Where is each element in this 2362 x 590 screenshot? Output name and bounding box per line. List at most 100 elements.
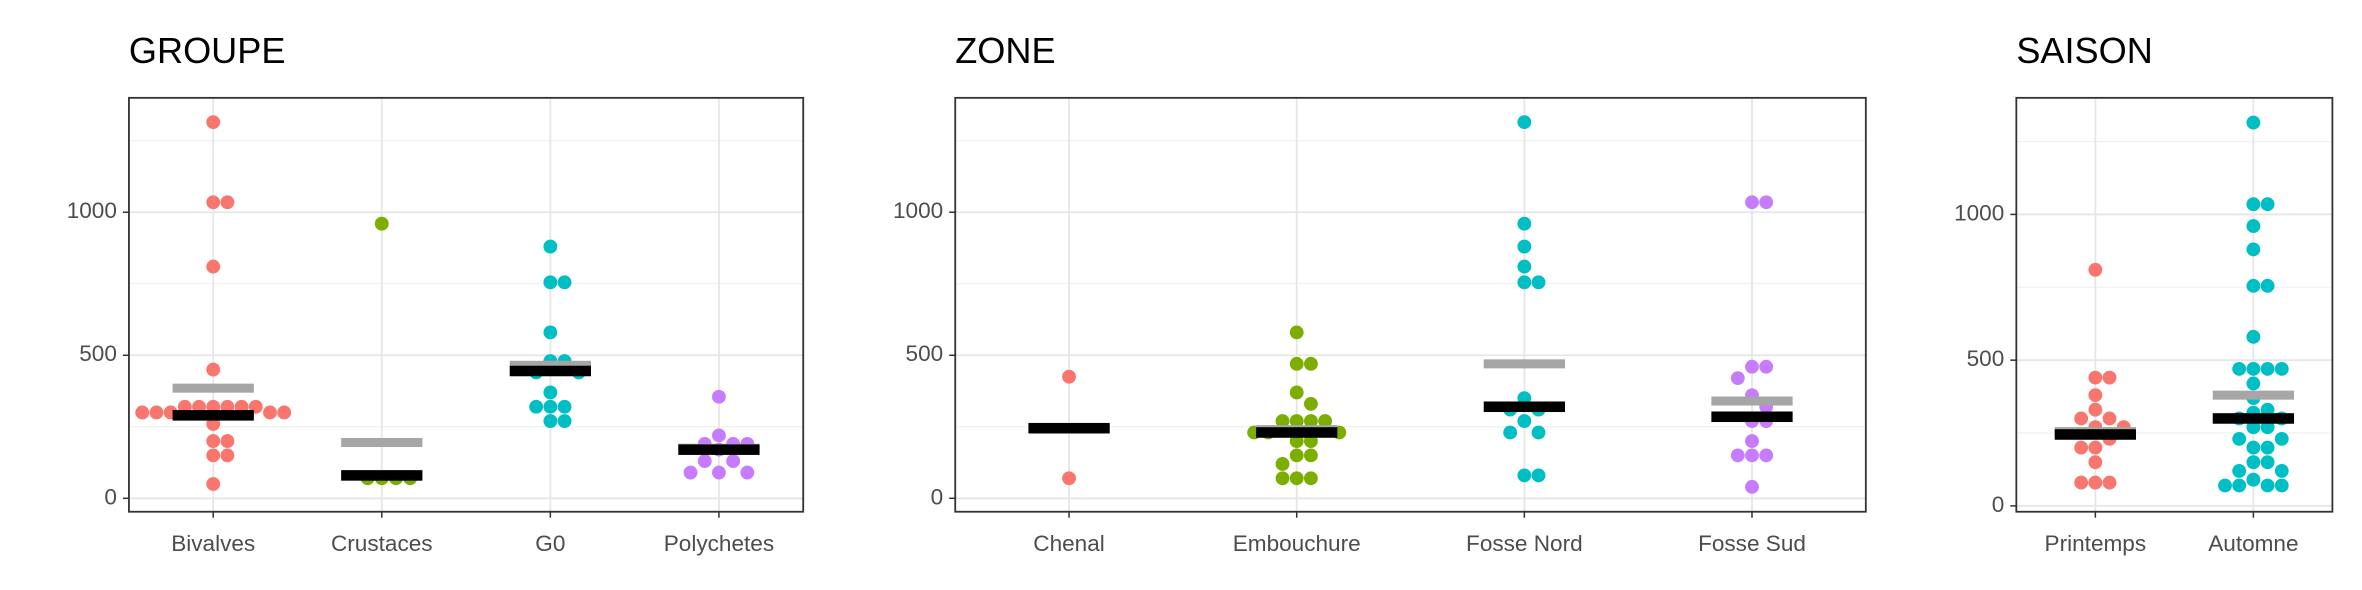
x-tick-label: Bivalves [171, 531, 255, 556]
data-point [2274, 361, 2289, 376]
data-point [2246, 376, 2261, 391]
data-point [206, 477, 221, 491]
data-point [2260, 440, 2275, 455]
mean-bar [1483, 359, 1565, 369]
y-tick-label: 500 [79, 341, 117, 366]
x-tick-label: Printemps [2045, 531, 2147, 556]
data-point [2246, 472, 2261, 487]
data-point [740, 465, 755, 480]
y-tick-label: 0 [931, 484, 944, 509]
data-point [2102, 370, 2117, 385]
data-point [2260, 197, 2275, 212]
data-point [1531, 275, 1546, 290]
median-bar [2212, 413, 2295, 424]
data-point [2260, 402, 2275, 417]
x-tick-label: Chenal [1033, 531, 1105, 556]
data-point [2088, 440, 2103, 455]
y-tick-label: 0 [104, 484, 117, 509]
data-point [1517, 259, 1532, 274]
data-point [1531, 468, 1546, 483]
data-point [2246, 455, 2261, 470]
data-point [2246, 219, 2261, 234]
data-point [1289, 471, 1304, 486]
data-point [543, 239, 558, 254]
data-point [683, 465, 698, 480]
data-point [2232, 478, 2247, 493]
data-point [206, 195, 221, 210]
data-point [557, 275, 572, 290]
data-point [1759, 195, 1774, 210]
data-point [1303, 414, 1318, 428]
data-point [2260, 361, 2275, 376]
data-point [149, 405, 164, 420]
data-point [2232, 431, 2247, 446]
data-point [1275, 414, 1290, 428]
data-point [2074, 475, 2089, 490]
data-point [1517, 275, 1532, 290]
mean-bar [509, 360, 591, 370]
data-point [1745, 434, 1759, 449]
panel-title: GROUPE [129, 30, 285, 71]
data-point [1303, 448, 1318, 463]
data-point [1062, 369, 1076, 384]
data-point [2274, 464, 2289, 478]
panel-title: SAISON [2016, 30, 2152, 71]
data-point [206, 434, 221, 449]
data-point [726, 454, 741, 469]
data-point [543, 414, 558, 428]
x-tick-label: G0 [535, 531, 565, 556]
panel-background [128, 97, 804, 512]
panel-border [954, 96, 1867, 513]
data-point [543, 325, 558, 340]
data-point [712, 389, 726, 404]
data-point [2074, 411, 2089, 426]
data-point [1517, 115, 1532, 130]
data-point [1503, 425, 1518, 440]
data-point [263, 405, 277, 420]
data-point [557, 399, 572, 414]
data-point [1745, 479, 1759, 494]
data-point [206, 362, 221, 377]
data-point [1303, 396, 1318, 411]
y-tick-label: 1000 [1954, 200, 2004, 225]
data-point [2102, 475, 2117, 490]
data-point [1745, 359, 1759, 374]
data-point [206, 448, 221, 463]
data-point [135, 405, 150, 420]
data-point [2246, 197, 2261, 212]
median-bar [509, 365, 591, 377]
data-point [2246, 420, 2261, 435]
median-bar [172, 410, 254, 421]
median-bar [1711, 411, 1793, 423]
mean-bar [2212, 390, 2295, 400]
data-point [2088, 455, 2103, 470]
median-bar [341, 470, 423, 481]
x-tick-label: Fosse Nord [1466, 531, 1583, 556]
data-point [374, 216, 389, 231]
x-tick-label: Embouchure [1233, 531, 1361, 556]
data-point [1759, 359, 1774, 374]
data-point [220, 195, 235, 210]
data-point [543, 399, 558, 414]
data-point [1730, 448, 1745, 463]
data-point [2088, 262, 2103, 277]
data-point [2088, 370, 2103, 385]
data-point [220, 448, 235, 463]
y-tick-label: 1000 [67, 198, 117, 223]
data-point [2274, 478, 2289, 493]
median-bar [1483, 401, 1565, 413]
data-point [2232, 464, 2247, 478]
data-point [2246, 242, 2261, 257]
data-point [2260, 420, 2275, 435]
data-point [697, 454, 712, 469]
data-point [543, 275, 558, 290]
data-point [2246, 278, 2261, 293]
x-tick-label: Fosse Sud [1698, 531, 1806, 556]
median-bar [1256, 427, 1338, 438]
data-point [1730, 371, 1745, 386]
data-point [557, 414, 572, 428]
data-point [2088, 475, 2103, 490]
data-point [2246, 115, 2261, 130]
x-tick-label: Crustaces [331, 531, 433, 556]
y-tick-label: 1000 [893, 198, 943, 223]
